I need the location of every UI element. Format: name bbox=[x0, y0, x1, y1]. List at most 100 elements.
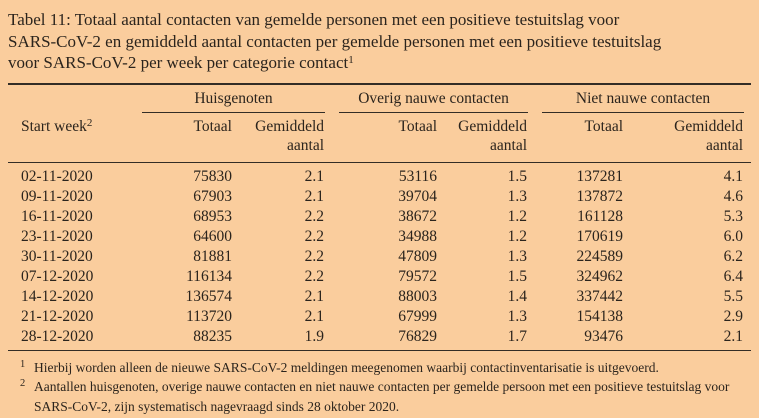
group-header-row: Huisgenoten Overig nauwe contacten Niet … bbox=[8, 84, 751, 113]
group-label: Huisgenoten bbox=[142, 90, 326, 113]
value-cell: 1.4 bbox=[507, 287, 528, 305]
footnote: 2 Aantallen huisgenoten, overige nauwe co… bbox=[18, 377, 751, 416]
start-week-cell: 30-11-2020 bbox=[21, 247, 93, 265]
value-cell: 75830 bbox=[193, 167, 232, 185]
value-cell: 6.0 bbox=[723, 227, 744, 245]
table-body: 02-11-2020 75830 2.1 53116 1.5 137281 4.1 09-11… bbox=[8, 162, 751, 350]
value-cell: 324962 bbox=[576, 267, 624, 285]
value-cell: 76829 bbox=[398, 327, 438, 345]
column-header-totaal: Totaal bbox=[535, 112, 632, 163]
group-label: Overig nauwe contacten bbox=[339, 90, 529, 113]
column-header-gemiddeld-aantal: Gemiddeld aantal bbox=[445, 112, 536, 163]
value-cell: 2.2 bbox=[304, 267, 325, 285]
value-cell: 1.5 bbox=[507, 167, 528, 185]
value-cell: 38672 bbox=[398, 207, 438, 225]
value-cell: 1.7 bbox=[507, 327, 528, 345]
table-row: 09-11-2020 67903 2.1 39704 1.3 137872 4.6 bbox=[8, 187, 751, 207]
footnotes: 1 Hierbij worden alleen de nieuwe SARS-Co… bbox=[8, 358, 751, 417]
caption-line-1: Tabel 11: Totaal aantal contacten van ge… bbox=[8, 10, 620, 29]
value-cell: 2.1 bbox=[304, 307, 325, 325]
value-cell: 5.3 bbox=[723, 207, 744, 225]
start-week-footnote-ref: 2 bbox=[86, 116, 93, 129]
start-week-cell: 28-12-2020 bbox=[21, 327, 94, 345]
value-cell: 6.4 bbox=[723, 267, 744, 285]
value-cell: 4.6 bbox=[723, 187, 744, 205]
table-header: Huisgenoten Overig nauwe contacten Niet … bbox=[8, 84, 752, 163]
start-week-cell: 02-11-2020 bbox=[21, 167, 93, 185]
value-cell: 161128 bbox=[577, 207, 624, 225]
value-cell: 224589 bbox=[576, 247, 624, 265]
value-cell: 137281 bbox=[576, 167, 624, 185]
column-header-totaal: Totaal bbox=[332, 112, 446, 163]
table-row: 07-12-2020 116134 2.2 79572 1.5 324962 6.4 bbox=[8, 267, 751, 287]
value-cell: 2.2 bbox=[304, 227, 325, 245]
value-cell: 136574 bbox=[185, 287, 233, 305]
start-week-cell: 23-11-2020 bbox=[21, 227, 93, 245]
value-cell: 2.1 bbox=[723, 327, 744, 345]
value-cell: 1.2 bbox=[507, 207, 528, 225]
value-cell: 1.3 bbox=[507, 307, 528, 325]
value-cell: 1.2 bbox=[507, 227, 528, 245]
caption-line-3: voor SARS-CoV-2 per week per categorie c… bbox=[8, 53, 354, 72]
value-cell: 53116 bbox=[398, 167, 438, 185]
column-header-totaal: Totaal bbox=[135, 112, 240, 163]
footnote-marker: 2 bbox=[20, 378, 26, 389]
value-cell: 6.2 bbox=[723, 247, 744, 265]
value-cell: 137872 bbox=[576, 187, 624, 205]
value-cell: 2.1 bbox=[304, 167, 325, 185]
table-caption: Tabel 11: Totaal aantal contacten van ge… bbox=[8, 9, 751, 74]
start-week-cell: 21-12-2020 bbox=[21, 307, 94, 325]
footnote-text: Aantallen huisgenoten, overige nauwe con… bbox=[34, 379, 730, 414]
value-cell: 154138 bbox=[576, 307, 624, 325]
table-row: 14-12-2020 136574 2.1 88003 1.4 337442 5.5 bbox=[8, 287, 751, 307]
value-cell: 2.9 bbox=[723, 307, 744, 325]
value-cell: 170619 bbox=[576, 227, 624, 245]
column-header-gemiddeld-aantal: Gemiddeld aantal bbox=[240, 112, 333, 163]
value-cell: 113720 bbox=[186, 307, 232, 325]
value-cell: 1.3 bbox=[507, 247, 528, 265]
value-cell: 34988 bbox=[398, 227, 438, 245]
start-week-cell: 07-12-2020 bbox=[21, 267, 94, 285]
group-header-niet-nauwe-contacten: Niet nauwe contacten bbox=[535, 84, 751, 113]
table-row: 02-11-2020 75830 2.1 53116 1.5 137281 4.1 bbox=[8, 162, 751, 187]
contacts-table: Huisgenoten Overig nauwe contacten Niet … bbox=[8, 82, 752, 351]
value-cell: 2.2 bbox=[304, 247, 325, 265]
value-cell: 88003 bbox=[398, 287, 438, 305]
value-cell: 1.9 bbox=[304, 327, 325, 345]
start-week-cell: 09-11-2020 bbox=[21, 187, 93, 205]
start-week-cell: 14-12-2020 bbox=[21, 287, 94, 305]
value-cell: 2.2 bbox=[304, 207, 325, 225]
value-cell: 2.1 bbox=[304, 287, 325, 305]
caption-footnote-ref: 1 bbox=[348, 54, 354, 66]
value-cell: 67903 bbox=[193, 187, 232, 205]
caption-line-2: SARS-CoV-2 en gemiddeld aantal contacten… bbox=[8, 31, 662, 51]
value-cell: 68953 bbox=[193, 207, 232, 225]
group-header-overig-nauwe-contacten: Overig nauwe contacten bbox=[332, 84, 535, 113]
column-header-start-week: Start week2 bbox=[8, 112, 135, 163]
table-row: 30-11-2020 81881 2.2 47809 1.3 224589 6.2 bbox=[8, 247, 751, 267]
start-week-cell: 16-11-2020 bbox=[21, 207, 93, 225]
table-row: 21-12-2020 113720 2.1 67999 1.3 154138 2.9 bbox=[8, 307, 751, 327]
value-cell: 116134 bbox=[186, 267, 232, 285]
column-header-gemiddeld-aantal: Gemiddeld aantal bbox=[631, 112, 752, 163]
value-cell: 1.5 bbox=[507, 267, 528, 285]
value-cell: 67999 bbox=[398, 307, 438, 325]
value-cell: 88235 bbox=[193, 327, 232, 345]
value-cell: 81881 bbox=[193, 247, 232, 265]
value-cell: 337442 bbox=[576, 287, 624, 305]
group-header-spacer bbox=[8, 84, 135, 113]
column-header-row: Start week2 Totaal Gemiddeld aantal Totaa… bbox=[8, 112, 752, 163]
value-cell: 79572 bbox=[398, 267, 438, 285]
value-cell: 47809 bbox=[398, 247, 438, 265]
value-cell: 1.3 bbox=[507, 187, 528, 205]
value-cell: 2.1 bbox=[304, 187, 325, 205]
group-header-huisgenoten: Huisgenoten bbox=[135, 84, 332, 113]
value-cell: 64600 bbox=[193, 227, 232, 245]
footnote: 1 Hierbij worden alleen de nieuwe SARS-Co… bbox=[18, 358, 751, 378]
footnote-text: Hierbij worden alleen de nieuwe SARS-CoV… bbox=[34, 359, 659, 375]
value-cell: 39704 bbox=[398, 187, 438, 205]
value-cell: 5.5 bbox=[723, 287, 744, 305]
table-row: 28-12-2020 88235 1.9 76829 1.7 93476 2.1 bbox=[8, 327, 751, 351]
table-row: 23-11-2020 64600 2.2 34988 1.2 170619 6.0 bbox=[8, 227, 751, 247]
